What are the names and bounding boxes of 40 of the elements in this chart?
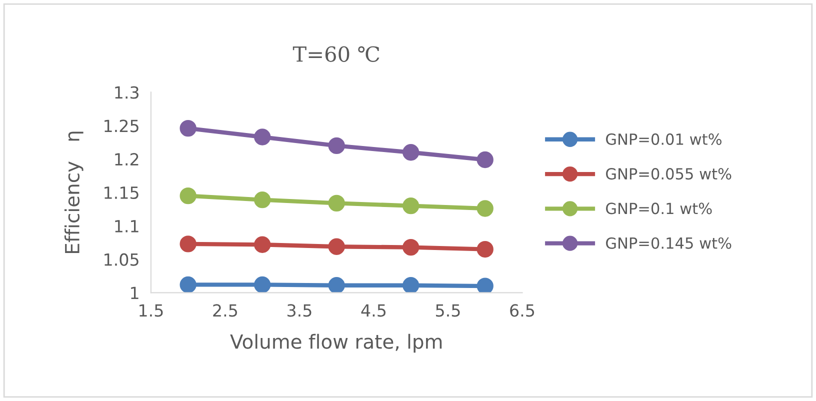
- point: [254, 276, 271, 293]
- point: [476, 200, 494, 217]
- x-tick-label: 2.5: [213, 304, 238, 317]
- point: [476, 151, 494, 168]
- point: [180, 120, 196, 137]
- point: [476, 278, 494, 293]
- point: [402, 198, 420, 214]
- x-tick-label: 3.5: [287, 304, 312, 317]
- point: [328, 277, 345, 293]
- x-tick-label: 6.5: [510, 304, 534, 317]
- point: [254, 128, 271, 146]
- y-tick-label: 1: [131, 286, 138, 300]
- x-tick-label: 1.5: [140, 304, 163, 317]
- point: [328, 194, 345, 212]
- x-tick-label: 4.5: [361, 304, 386, 317]
- y-tick-label: 1.2: [115, 153, 138, 166]
- x-axis-title: Volume flow rate, lpm: [230, 334, 442, 353]
- point: [180, 276, 196, 293]
- point: [254, 192, 271, 208]
- point: [180, 236, 196, 252]
- y-tick-label: 1.15: [104, 186, 138, 200]
- y-tick-label: 1.05: [104, 253, 138, 266]
- point: [402, 277, 420, 293]
- chart-title: T=60 ℃: [292, 46, 380, 62]
- y-tick-label: 1.25: [104, 120, 138, 132]
- point: [402, 238, 420, 256]
- legend-label: GNP=0.1 wt%: [606, 202, 712, 214]
- point: [254, 236, 271, 253]
- y-tick-label: 1.1: [115, 220, 138, 232]
- x-tick-label: 5.5: [436, 304, 460, 317]
- legend-label: GNP=0.145 wt%: [606, 237, 732, 249]
- point: [402, 144, 420, 161]
- y-tick-label: 1.3: [115, 86, 139, 99]
- point: [476, 240, 494, 258]
- point: [180, 187, 196, 204]
- legend-label: GNP=0.01 wt%: [606, 133, 722, 145]
- point: [328, 137, 345, 154]
- y-axis-title: Efficiency η: [64, 132, 84, 253]
- legend-label: GNP=0.055 wt%: [606, 168, 732, 180]
- point: [328, 238, 345, 255]
